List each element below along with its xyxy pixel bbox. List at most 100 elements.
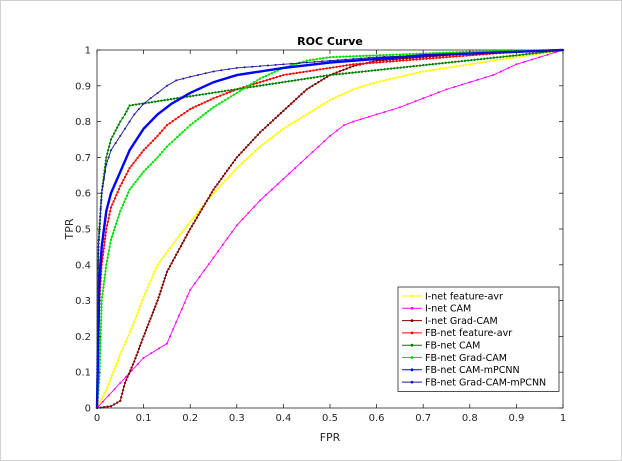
x-tick-label: 0.9 (508, 413, 524, 424)
data-point (125, 194, 129, 197)
data-point (133, 142, 136, 145)
data-point (323, 77, 326, 80)
data-point (261, 76, 265, 79)
data-point (160, 99, 163, 102)
data-point (495, 59, 498, 62)
data-point (258, 145, 262, 148)
data-point (425, 69, 428, 73)
data-point (175, 321, 178, 324)
data-point (252, 85, 255, 88)
data-point (344, 72, 348, 75)
data-point (126, 337, 129, 340)
data-point (244, 86, 247, 89)
data-point (392, 58, 395, 61)
data-point (164, 273, 168, 277)
data-point (100, 306, 103, 309)
data-point (492, 56, 496, 59)
data-point (151, 161, 155, 164)
data-point (322, 67, 325, 71)
data-point (269, 121, 272, 124)
data-point (96, 330, 99, 332)
legend-entry: FB-net Grad-CAM-mPCNN (402, 377, 546, 388)
y-tick-label: 0.9 (75, 81, 91, 92)
data-point (481, 61, 485, 64)
data-point (125, 156, 128, 159)
data-point (128, 330, 132, 333)
data-point (106, 152, 109, 155)
data-point (414, 100, 417, 103)
data-point (212, 97, 215, 100)
data-point (264, 126, 267, 129)
data-point (398, 106, 401, 109)
data-point (332, 55, 335, 59)
data-point (130, 164, 133, 167)
data-point (444, 61, 447, 64)
data-point (158, 347, 161, 350)
data-point (226, 237, 229, 240)
data-point (297, 65, 300, 68)
x-tick-label: 0.3 (229, 413, 245, 424)
data-point (354, 71, 357, 74)
data-point (484, 76, 487, 79)
data-point (293, 79, 297, 82)
data-point (434, 62, 438, 66)
data-point (123, 200, 126, 204)
legend-entry: I-net feature-avr (402, 291, 503, 302)
data-point (134, 103, 138, 106)
data-point (226, 97, 230, 100)
data-point (128, 188, 131, 191)
data-point (254, 136, 257, 139)
data-point (194, 120, 197, 123)
data-point (120, 181, 124, 185)
data-point (105, 224, 109, 227)
data-point (288, 124, 291, 127)
data-point (135, 314, 138, 317)
data-point (256, 147, 259, 151)
data-point (238, 164, 241, 167)
data-point (274, 116, 277, 120)
data-point (270, 72, 273, 75)
data-point (311, 151, 314, 153)
data-point (203, 269, 206, 272)
data-point (467, 59, 470, 62)
data-point (108, 141, 112, 145)
data-point (125, 378, 128, 382)
data-point (342, 64, 345, 68)
data-point (368, 83, 372, 86)
data-point (352, 58, 355, 60)
data-point (300, 93, 303, 96)
data-point (352, 55, 355, 58)
data-point (445, 53, 448, 56)
data-point (104, 266, 108, 270)
data-point (189, 288, 192, 291)
data-point (335, 55, 338, 59)
data-point (171, 259, 175, 262)
data-point (418, 71, 422, 74)
data-point (169, 98, 173, 101)
data-point (249, 85, 252, 89)
data-point (214, 91, 217, 94)
data-point (204, 72, 207, 75)
data-point (418, 58, 422, 61)
data-point (248, 155, 251, 158)
data-point (302, 70, 305, 74)
data-point (183, 95, 185, 98)
data-point (114, 365, 117, 368)
data-point (168, 143, 171, 146)
data-point (476, 52, 479, 55)
data-point (312, 69, 315, 72)
data-point (164, 252, 168, 255)
data-point (422, 56, 425, 59)
data-point (106, 385, 109, 389)
data-point (328, 73, 332, 77)
data-point (332, 73, 335, 76)
data-point (409, 65, 412, 68)
data-point (465, 50, 468, 54)
data-point (128, 149, 131, 152)
data-point (270, 188, 273, 191)
data-point (150, 100, 154, 104)
x-tick-label: 0.2 (182, 413, 198, 424)
data-point (99, 332, 102, 335)
data-point (501, 58, 505, 61)
data-point (96, 315, 99, 318)
